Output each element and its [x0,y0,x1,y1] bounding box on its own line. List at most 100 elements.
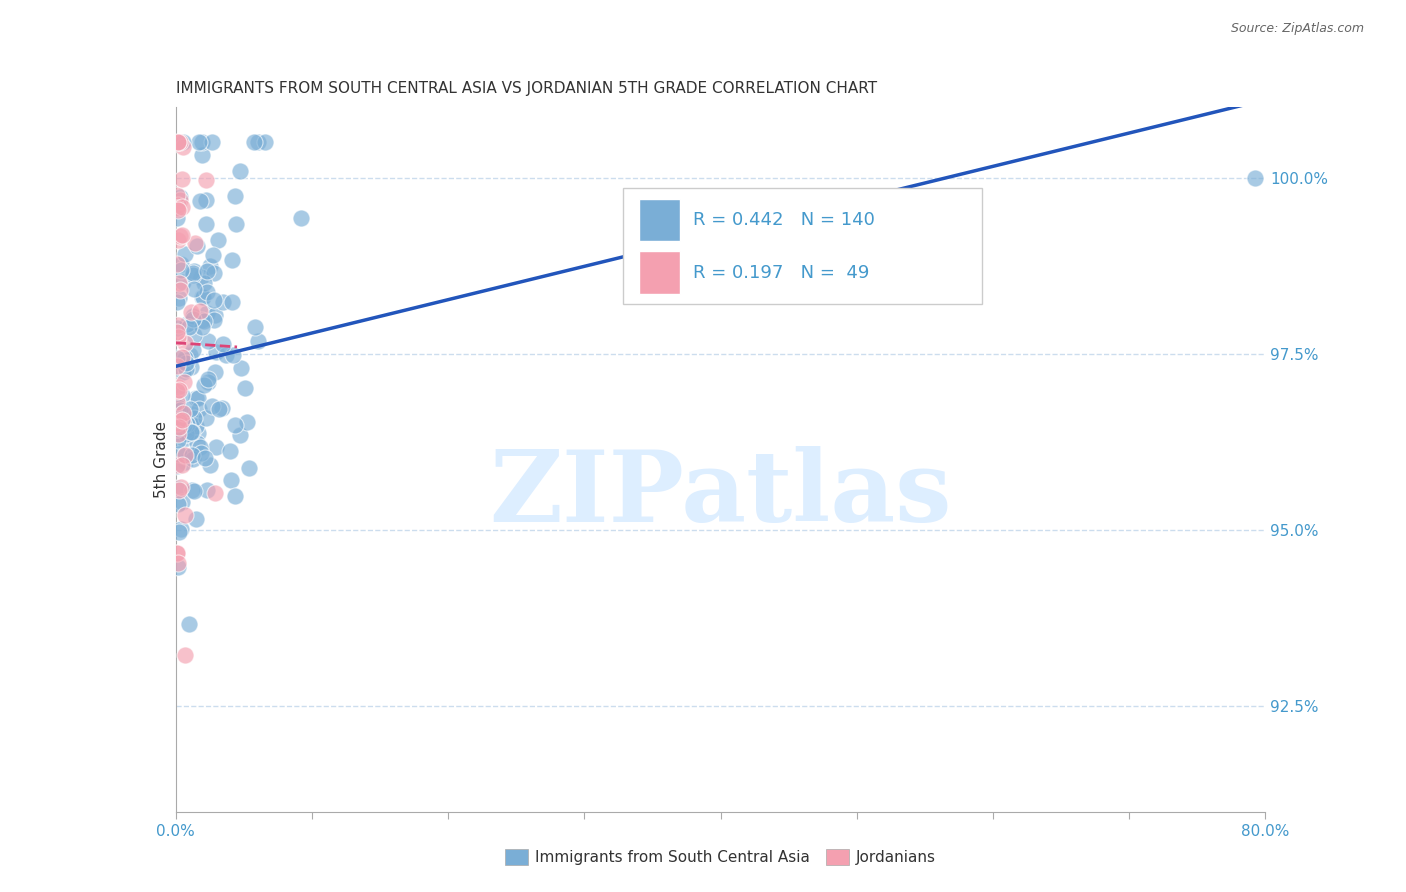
Point [188,303,211,318]
Point [184,235,207,250]
Point [204,365,226,379]
Point [166,188,188,202]
Point [186,436,208,450]
Point [176,361,198,376]
Point [166,556,188,570]
Point [174,356,197,370]
Point [181,343,204,358]
Point [224,189,246,203]
Point [246,136,269,150]
Point [166,458,188,472]
Point [167,136,190,150]
Point [218,443,240,458]
Point [225,217,247,231]
Point [190,290,212,304]
Point [188,194,211,208]
Point [224,417,246,432]
Point [170,414,193,428]
Point [167,426,190,441]
Point [170,495,193,509]
Point [211,336,233,351]
Point [190,446,212,460]
Point [194,450,217,465]
Point [224,489,246,503]
Point [167,434,190,448]
Point [195,264,218,278]
Point [211,401,233,415]
Point [212,295,235,310]
Point [167,447,190,461]
Point [174,454,197,468]
Point [245,319,267,334]
Point [180,359,202,374]
Point [195,217,218,231]
Point [186,418,208,433]
Point [215,348,238,362]
Point [253,136,276,150]
Point [219,474,242,488]
Point [180,425,202,439]
Point [166,211,188,225]
Point [186,391,208,405]
Point [170,458,193,473]
Point [176,417,198,431]
Point [205,440,228,454]
Point [166,384,188,398]
Point [195,306,218,320]
Point [201,399,224,413]
Point [167,483,190,498]
Point [166,321,188,335]
Point [180,304,202,318]
Point [183,264,205,278]
Point [167,198,190,212]
Point [181,407,204,421]
Point [172,365,194,379]
Point [181,266,204,280]
Point [198,260,221,274]
Point [170,350,193,364]
Point [173,418,195,433]
Point [166,482,188,496]
Point [183,282,205,296]
Legend: Immigrants from South Central Asia, Jordanians: Immigrants from South Central Asia, Jord… [499,843,942,871]
Point [166,458,188,473]
Point [170,522,193,536]
Point [172,354,194,368]
Point [166,359,188,373]
Point [222,348,245,362]
Point [167,413,190,427]
Point [167,420,190,434]
Text: R = 0.442   N = 140: R = 0.442 N = 140 [693,211,875,228]
Point [186,511,208,525]
Point [170,171,193,186]
Point [190,148,212,162]
Point [166,422,188,436]
Point [197,375,219,389]
Point [174,351,197,365]
Point [198,458,221,473]
Point [221,252,243,267]
Point [167,401,190,415]
Point [194,173,217,187]
Point [187,426,209,441]
Point [183,312,205,326]
Point [174,336,197,351]
Point [190,313,212,327]
Point [235,381,257,395]
Point [204,308,226,322]
Point [202,266,225,280]
Point [167,291,190,305]
Point [170,228,193,243]
Y-axis label: 5th Grade: 5th Grade [153,421,169,498]
Point [246,334,269,349]
Point [179,401,201,416]
Point [169,136,191,150]
Point [169,229,191,244]
Point [190,270,212,285]
Point [229,428,252,442]
Point [170,257,193,271]
Point [176,318,198,332]
Point [166,325,188,339]
Point [167,233,190,247]
Point [193,377,215,392]
